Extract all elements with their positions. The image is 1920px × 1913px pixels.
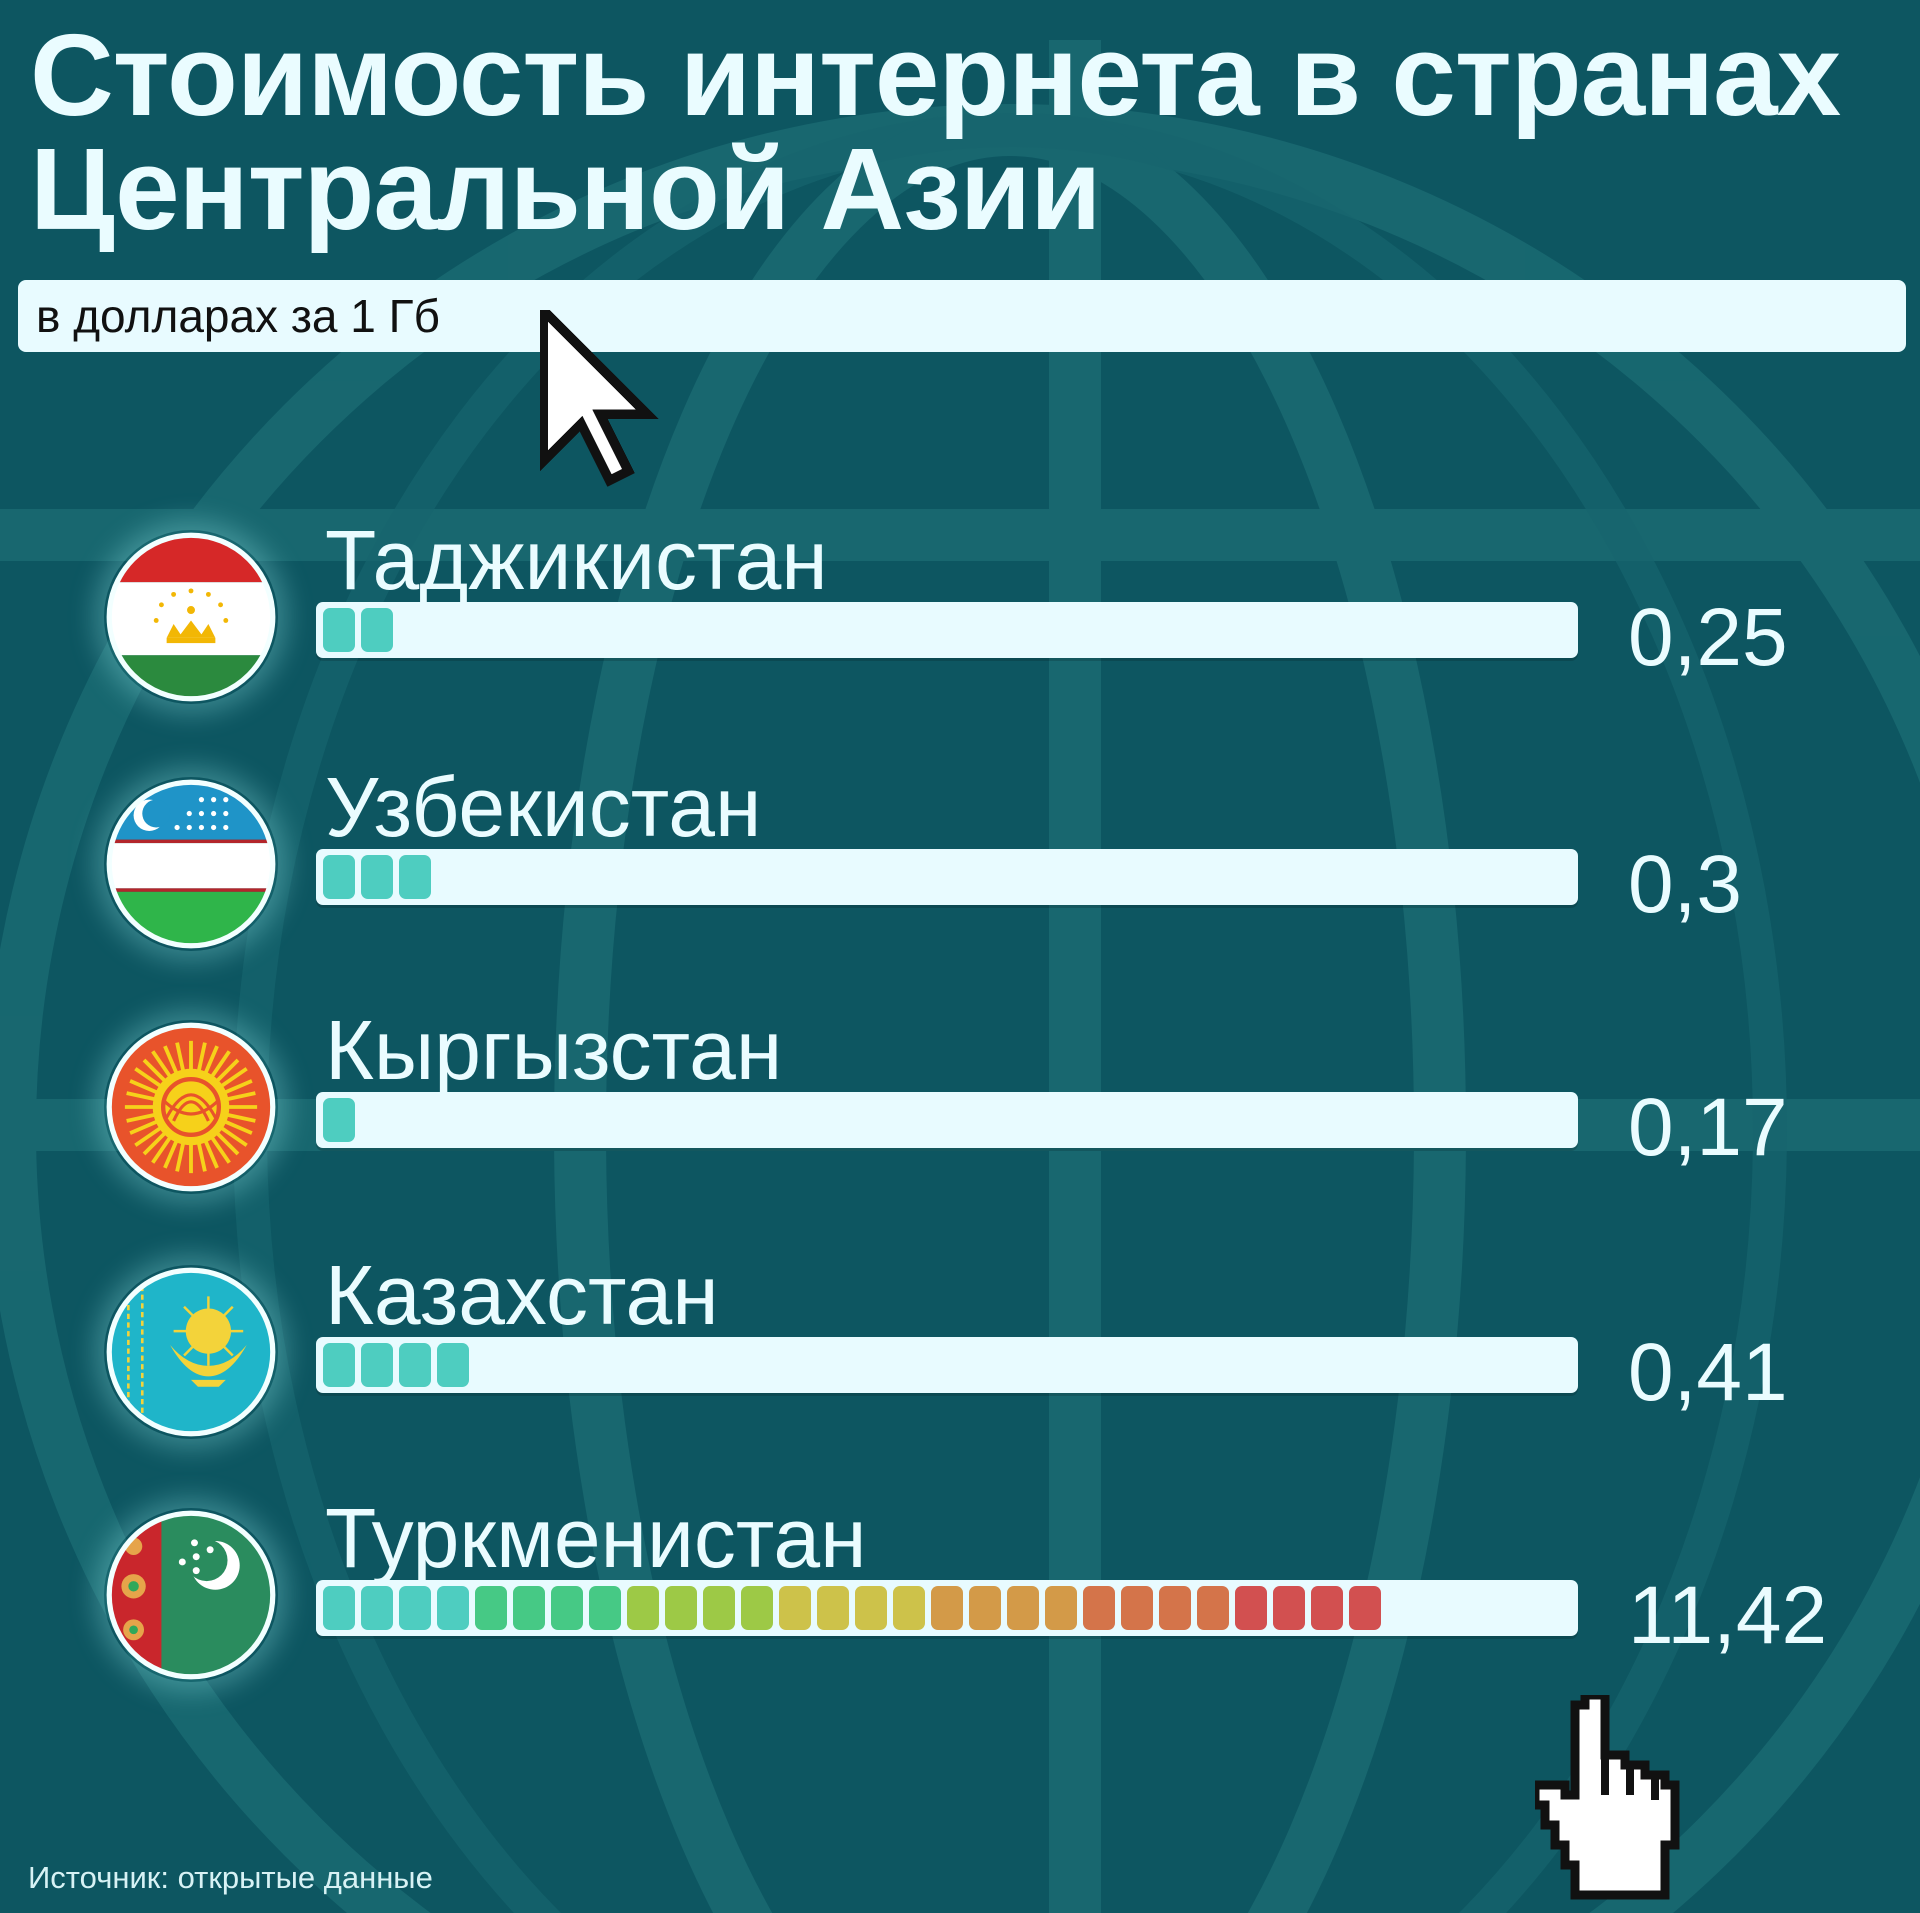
bar-segment xyxy=(931,1586,963,1630)
hand-pointer-icon xyxy=(1535,1695,1680,1900)
bar-segment xyxy=(703,1586,735,1630)
bar-segment xyxy=(323,855,355,899)
bar-segment xyxy=(551,1586,583,1630)
bar-segment xyxy=(1349,1586,1381,1630)
bar-segment xyxy=(1197,1586,1229,1630)
bar-segment xyxy=(665,1586,697,1630)
bar-segment xyxy=(399,1343,431,1387)
country-label: Казахстан xyxy=(325,1248,719,1342)
chart-row-uzbekistan: Узбекистан 0,3 xyxy=(0,760,1920,1007)
bar-segment xyxy=(1007,1586,1039,1630)
bar-segment xyxy=(323,1586,355,1630)
value-label: 0,41 xyxy=(1628,1327,1788,1418)
title-line-1: Стоимость интернета в странах xyxy=(30,10,1841,140)
bar-segment xyxy=(437,1586,469,1630)
bar-segment xyxy=(1121,1586,1153,1630)
bar-track xyxy=(316,849,1578,905)
kyrgyzstan-flag xyxy=(104,1020,278,1194)
subtitle-text: в долларах за 1 Гб xyxy=(36,290,440,342)
bar-segment xyxy=(589,1586,621,1630)
bar-segment xyxy=(1045,1586,1077,1630)
bar-segment xyxy=(1083,1586,1115,1630)
value-label: 0,3 xyxy=(1628,839,1742,930)
chart-title: Стоимость интернета в странах Центрально… xyxy=(30,10,1910,254)
bar-segment xyxy=(323,608,355,652)
subtitle-bar: в долларах за 1 Гб xyxy=(18,280,1906,352)
source-note: Источник: открытые данные xyxy=(28,1860,433,1895)
bar-segment xyxy=(893,1586,925,1630)
bar-segment xyxy=(361,608,393,652)
chart-row-tajikistan: Таджикистан 0,25 xyxy=(0,513,1920,760)
bar-segment xyxy=(361,855,393,899)
bar-segment xyxy=(627,1586,659,1630)
bar-segment xyxy=(741,1586,773,1630)
turkmenistan-flag xyxy=(104,1508,278,1682)
country-label: Кыргызстан xyxy=(325,1003,783,1097)
bar-segment xyxy=(513,1586,545,1630)
chart-row-kyrgyzstan: Кыргызстан 0,17 xyxy=(0,1003,1920,1250)
arrow-cursor-icon xyxy=(540,310,659,487)
bar-segment xyxy=(361,1586,393,1630)
bar-segment xyxy=(855,1586,887,1630)
country-label: Туркменистан xyxy=(325,1491,867,1585)
country-label: Узбекистан xyxy=(325,760,762,854)
bar-segment xyxy=(361,1343,393,1387)
bar-segment xyxy=(1159,1586,1191,1630)
bar-track xyxy=(316,1092,1578,1148)
bar-segment xyxy=(817,1586,849,1630)
bar-segment xyxy=(323,1098,355,1142)
value-label: 0,25 xyxy=(1628,592,1788,683)
bar-segment xyxy=(1273,1586,1305,1630)
bar-segment xyxy=(399,1586,431,1630)
bar-segment xyxy=(969,1586,1001,1630)
bar-segment xyxy=(399,855,431,899)
title-line-2: Центральной Азии xyxy=(30,124,1101,254)
bar-segment xyxy=(323,1343,355,1387)
bar-track xyxy=(316,1580,1578,1636)
value-label: 11,42 xyxy=(1628,1570,1828,1661)
chart-row-kazakhstan: Казахстан 0,41 xyxy=(0,1248,1920,1495)
bar-track xyxy=(316,1337,1578,1393)
country-label: Таджикистан xyxy=(325,513,828,607)
bar-segment xyxy=(779,1586,811,1630)
chart-row-turkmenistan: Туркменистан 11,42 xyxy=(0,1491,1920,1738)
bar-segment xyxy=(437,1343,469,1387)
kazakhstan-flag xyxy=(104,1265,278,1439)
bar-segment xyxy=(1235,1586,1267,1630)
uzbekistan-flag xyxy=(104,777,278,951)
bar-track xyxy=(316,602,1578,658)
tajikistan-flag xyxy=(104,530,278,704)
value-label: 0,17 xyxy=(1628,1082,1788,1173)
bar-segment xyxy=(475,1586,507,1630)
bar-segment xyxy=(1311,1586,1343,1630)
